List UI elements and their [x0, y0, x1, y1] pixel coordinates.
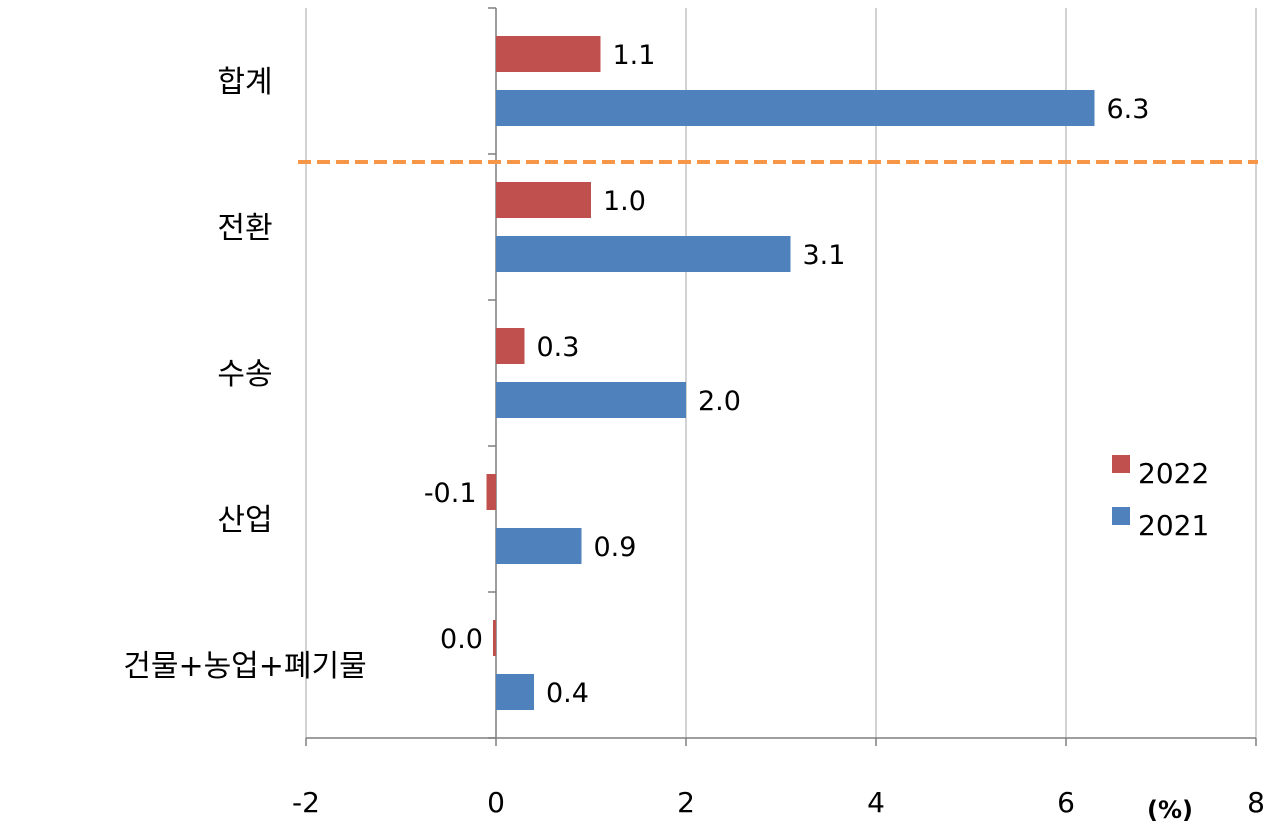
category-label-4: 건물+농업+폐기물 — [123, 649, 366, 684]
bar-2021-4 — [496, 674, 534, 710]
bar-2021-3 — [496, 528, 582, 564]
legend-label-2022: 2022 — [1138, 457, 1209, 490]
bar-2021-2 — [496, 382, 686, 418]
bar-2022-4 — [493, 620, 496, 656]
legend-label-2021: 2021 — [1138, 509, 1209, 542]
x-tick-label-5: 8 — [1247, 786, 1265, 819]
x-tick-label-2: 2 — [677, 786, 695, 819]
bar-2022-2 — [496, 328, 525, 364]
unit-label: (%) — [1147, 796, 1193, 824]
data-label-2022-0: 1.1 — [613, 40, 656, 71]
data-label-2021-2: 2.0 — [698, 386, 741, 417]
category-label-2: 수송 — [217, 357, 272, 392]
category-label-3: 산업 — [217, 503, 272, 538]
legend-swatch-2022 — [1112, 455, 1130, 473]
bars — [486, 36, 1095, 710]
data-label-2021-1: 3.1 — [803, 240, 846, 271]
data-label-2021-0: 6.3 — [1107, 94, 1150, 125]
x-tick-label-0: -2 — [292, 786, 320, 819]
data-label-2022-2: 0.3 — [537, 332, 580, 363]
data-labels: 1.1 6.3 1.0 3.1 0.3 2.0 -0.1 0.9 0.0 0.4 — [424, 40, 1150, 709]
x-tick-labels: -2 0 2 4 6 8 — [292, 786, 1265, 819]
legend-swatch-2021 — [1112, 507, 1130, 525]
data-label-2021-4: 0.4 — [546, 678, 589, 709]
category-label-1: 전환 — [217, 211, 272, 246]
x-tick-label-3: 4 — [867, 786, 885, 819]
bar-2021-0 — [496, 90, 1095, 126]
x-tick-label-1: 0 — [487, 786, 505, 819]
legend: 2022 2021 — [1112, 455, 1209, 542]
bar-2022-0 — [496, 36, 601, 72]
bar-2022-1 — [496, 182, 591, 218]
bar-2021-1 — [496, 236, 791, 272]
bar-2022-3 — [486, 474, 496, 510]
axes — [305, 7, 1257, 746]
data-label-2022-3: -0.1 — [424, 478, 477, 509]
data-label-2022-1: 1.0 — [603, 186, 646, 217]
category-label-0: 합계 — [217, 65, 272, 100]
data-label-2022-4: 0.0 — [440, 624, 483, 655]
x-tick-label-4: 6 — [1057, 786, 1075, 819]
data-label-2021-3: 0.9 — [594, 532, 637, 563]
